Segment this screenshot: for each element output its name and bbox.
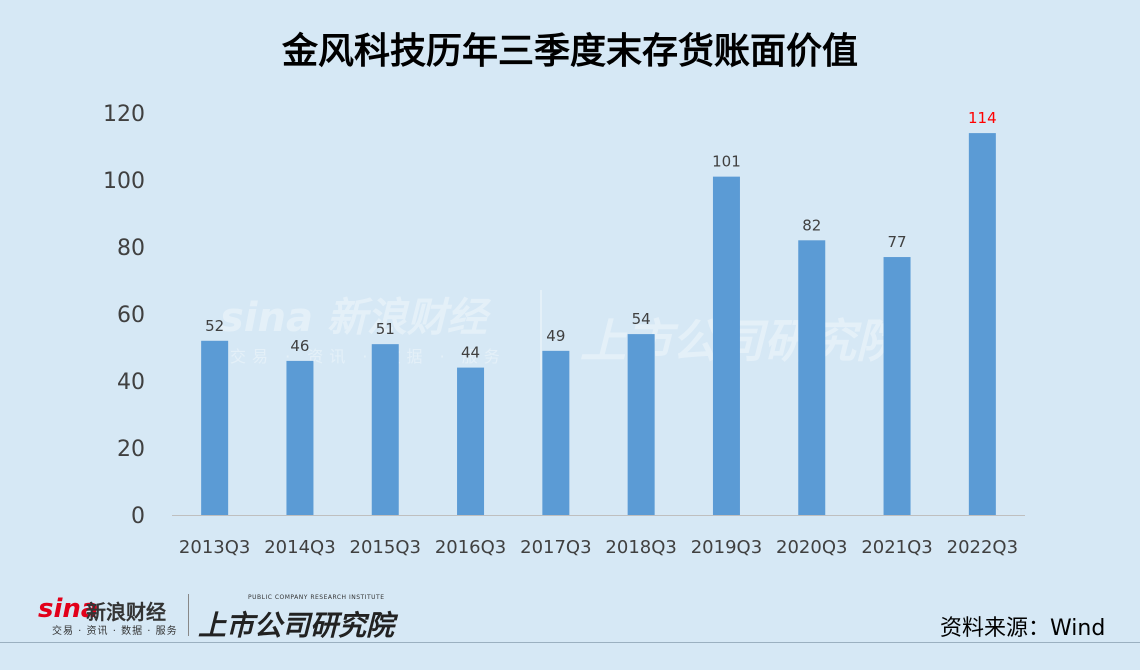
data-label: 54 xyxy=(632,310,651,328)
bar xyxy=(542,350,570,515)
data-label: 52 xyxy=(205,317,224,335)
data-label: 46 xyxy=(290,337,309,355)
bar xyxy=(627,334,655,515)
data-label: 51 xyxy=(376,320,395,338)
x-tick-label: 2013Q3 xyxy=(179,537,250,558)
data-label: 82 xyxy=(802,216,821,234)
y-tick-label: 100 xyxy=(103,169,145,194)
sina-logo-subtitle: 交易 · 资讯 · 数据 · 服务 xyxy=(52,626,178,637)
x-tick-label: 2015Q3 xyxy=(350,537,421,558)
footer-divider xyxy=(0,642,1140,643)
x-tick-label: 2022Q3 xyxy=(947,537,1018,558)
sina-logo-mark: sina xyxy=(38,594,99,624)
institute-english: PUBLIC COMPANY RESEARCH INSTITUTE xyxy=(248,594,385,601)
data-label: 44 xyxy=(461,344,480,362)
y-tick-label: 80 xyxy=(117,236,145,261)
x-tick-label: 2020Q3 xyxy=(776,537,847,558)
y-tick-label: 60 xyxy=(117,303,145,328)
chart-title: 金风科技历年三季度末存货账面价值 xyxy=(281,31,858,72)
y-tick-label: 20 xyxy=(117,437,145,462)
bar xyxy=(968,133,996,515)
x-tick-label: 2017Q3 xyxy=(520,537,591,558)
bar xyxy=(457,367,485,515)
bar xyxy=(371,344,399,515)
institute-logo-text: 上市公司研究院 xyxy=(198,609,395,642)
x-tick-label: 2014Q3 xyxy=(264,537,335,558)
bar-chart: 0 20 40 60 80 100 120 52 2013Q3 46 2014Q3 51 2015Q3 4… xyxy=(103,102,1025,558)
sina-logo-text: 新浪财经 xyxy=(86,600,166,624)
x-tick-label: 2021Q3 xyxy=(861,537,932,558)
source-note: 资料来源：Wind xyxy=(940,616,1106,641)
logo-divider xyxy=(188,594,189,636)
x-tick-label: 2019Q3 xyxy=(691,537,762,558)
y-tick-label: 120 xyxy=(103,102,145,127)
sina-logo: sina 新浪财经 交易 · 资讯 · 数据 · 服务 PUBLIC COMPA… xyxy=(38,594,418,642)
data-label: 114 xyxy=(968,109,997,127)
data-label: 77 xyxy=(888,233,907,251)
y-tick-label: 40 xyxy=(117,370,145,395)
x-tick-label: 2016Q3 xyxy=(435,537,506,558)
x-tick-label: 2018Q3 xyxy=(605,537,676,558)
data-label: 101 xyxy=(712,153,741,171)
bar xyxy=(712,176,740,515)
bar xyxy=(798,240,826,516)
bar xyxy=(883,257,911,515)
bar xyxy=(286,360,314,515)
y-tick-label: 0 xyxy=(131,504,145,529)
data-label: 49 xyxy=(546,327,565,345)
bar xyxy=(201,340,229,515)
